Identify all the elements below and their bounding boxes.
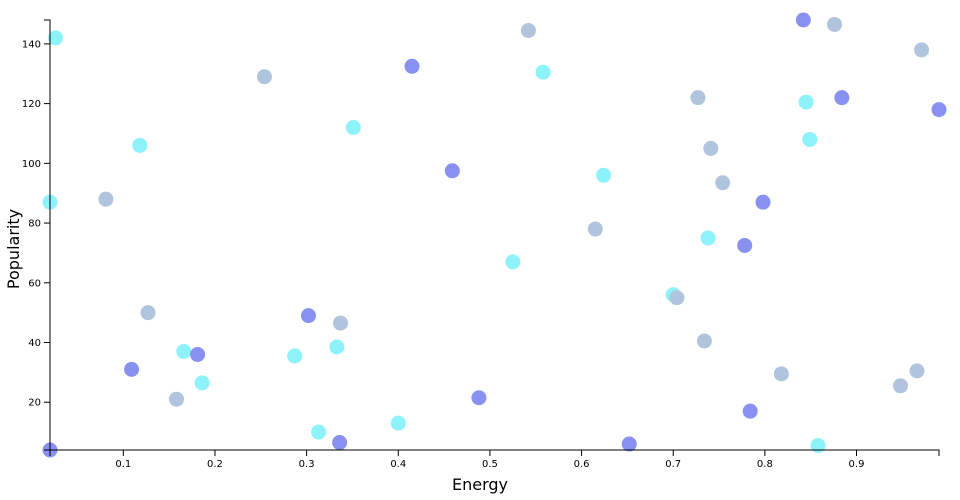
data-point [300,308,316,324]
y-axis-line [44,19,51,451]
data-point [471,390,487,406]
data-point [810,438,826,454]
data-point [931,102,947,118]
data-point [893,378,909,394]
y-tick-label: 120 [22,99,41,110]
data-point [703,140,719,156]
data-point [47,30,63,46]
data-point [798,94,814,110]
data-point [909,363,925,379]
data-point [124,361,140,377]
data-point [755,194,771,210]
x-tick-label: 0.2 [207,459,223,470]
data-point [345,120,361,135]
data-point [287,348,303,364]
x-axis-line [49,449,940,456]
y-tick-label: 20 [28,398,41,409]
data-point [690,90,706,106]
x-axis: 0.1 0.2 0.3 0.4 0.5 0.6 0.7 0.8 0.9 [49,449,940,470]
x-tick-label: 0.7 [665,459,681,470]
data-point [773,366,789,382]
data-point [795,12,811,28]
data-point [700,230,716,246]
data-points [42,12,947,458]
x-tick-label: 0.4 [390,459,406,470]
data-point [132,137,148,153]
data-point [737,237,753,253]
data-point [802,131,818,147]
x-tick-label: 0.3 [299,459,315,470]
data-point [669,290,685,306]
data-point [696,333,712,349]
data-point [914,42,930,58]
y-tick-label: 40 [28,338,41,349]
data-point [742,403,758,419]
data-point [176,343,192,359]
x-tick-label: 0.1 [115,459,131,470]
y-axis-title: Popularity [4,209,23,289]
data-point [98,191,114,207]
data-point [311,424,327,440]
data-point [329,339,345,355]
data-point [333,315,349,331]
data-point [834,90,850,106]
data-point [190,346,206,362]
x-tick-label: 0.8 [757,459,773,470]
data-point [256,69,272,85]
data-point [140,305,156,321]
y-tick-label: 80 [28,219,41,230]
data-point [505,254,521,270]
data-point [827,16,843,32]
data-point [444,163,460,179]
data-point [390,415,406,431]
data-point [621,436,637,452]
x-axis-title: Energy [452,475,508,494]
data-point [520,22,536,38]
y-tick-label: 140 [22,39,41,50]
data-point [535,64,551,80]
data-point [715,175,731,191]
y-tick-label: 100 [22,159,41,170]
data-point [404,58,420,74]
x-tick-label: 0.5 [482,459,498,470]
data-point [587,221,603,237]
x-tick-label: 0.6 [574,459,590,470]
y-tick-label: 60 [28,278,41,289]
data-point [168,391,184,407]
data-point [332,435,348,451]
y-axis: 20 40 60 80 100 120 140 [22,19,51,451]
x-tick-label: 0.9 [849,459,865,470]
data-point [194,375,210,391]
data-point [596,167,612,183]
